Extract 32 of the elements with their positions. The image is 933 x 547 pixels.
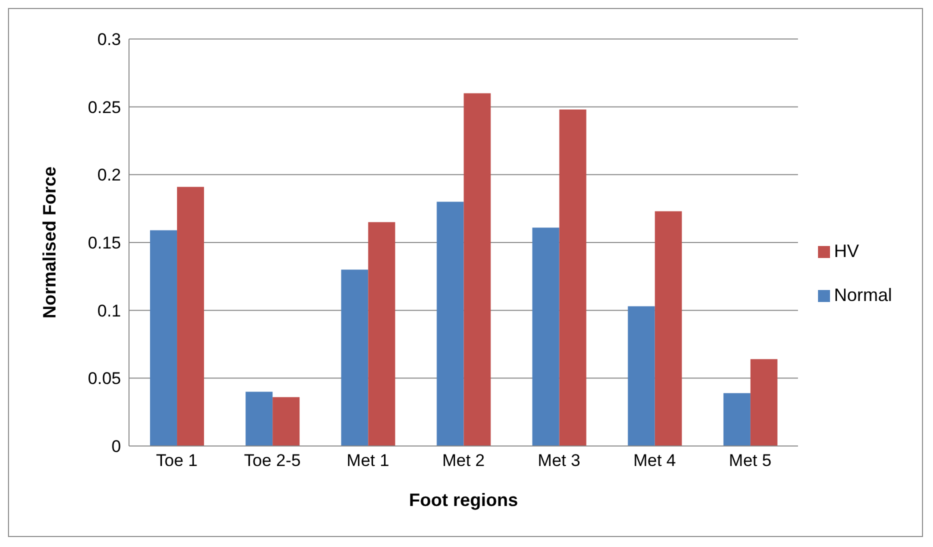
bar [341, 270, 368, 446]
bar [464, 93, 491, 446]
x-tick-label: Met 2 [442, 451, 485, 470]
bar [628, 306, 655, 446]
bar [750, 359, 778, 446]
bar [436, 202, 464, 446]
y-tick-label: 0.25 [88, 98, 121, 117]
bar [723, 393, 750, 446]
legend-label: Normal [834, 284, 892, 304]
bar [532, 228, 560, 446]
y-tick-label: 0 [112, 437, 121, 456]
bar [246, 392, 273, 446]
y-tick-label: 0.3 [97, 30, 121, 50]
y-tick-label: 0.15 [88, 234, 121, 253]
bar [654, 211, 682, 446]
y-tick-label: 0.2 [97, 166, 121, 185]
bar [272, 397, 300, 446]
y-axis-title: Normalised Force [39, 166, 60, 319]
bar [559, 110, 586, 446]
bar [177, 186, 204, 446]
x-tick-label: Met 4 [633, 451, 676, 470]
y-tick-label: 0.05 [88, 369, 121, 388]
bar [150, 230, 178, 446]
x-tick-label: Met 1 [346, 451, 390, 470]
x-tick-label: Met 3 [538, 451, 580, 470]
x-tick-label: Toe 2-5 [244, 451, 301, 470]
y-tick-label: 0.1 [97, 301, 121, 320]
x-tick-label: Met 5 [728, 451, 772, 470]
bar [368, 222, 396, 446]
legend-label: HV [834, 240, 859, 260]
x-axis-title: Foot regions [408, 490, 518, 510]
x-tick-label: Toe 1 [156, 451, 198, 470]
